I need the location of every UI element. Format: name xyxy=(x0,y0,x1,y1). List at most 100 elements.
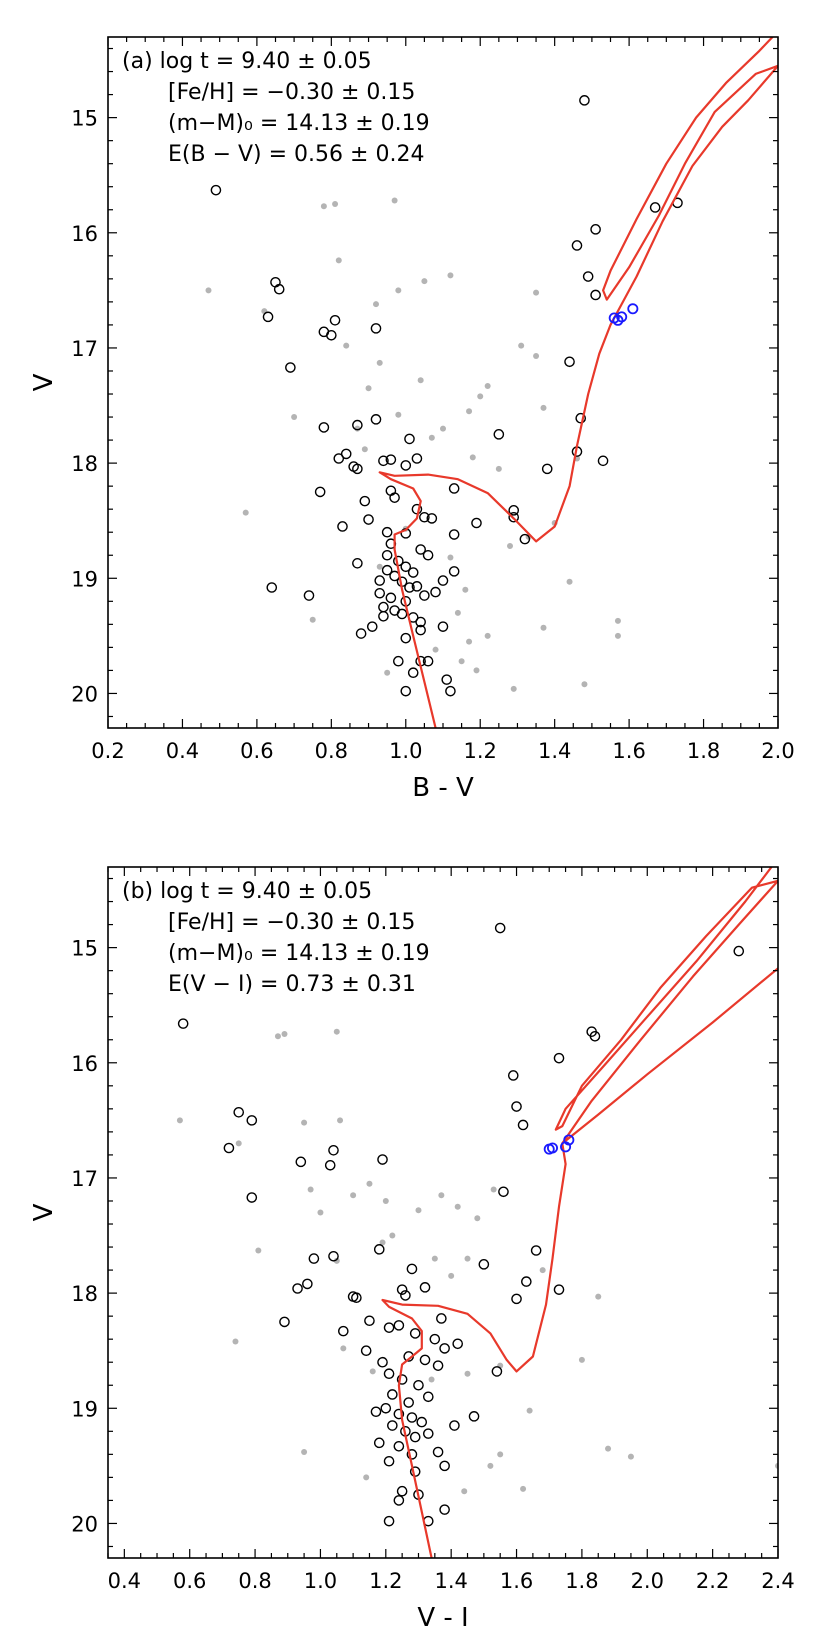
field-star-point xyxy=(484,382,491,389)
x-tick-label: 1.6 xyxy=(500,1569,533,1593)
y-tick-label: 18 xyxy=(71,1282,98,1306)
x-tick-label: 0.6 xyxy=(240,739,273,763)
parameter-annotation: E(V − I) = 0.73 ± 0.31 xyxy=(168,972,416,997)
field-star-point xyxy=(415,1207,422,1214)
member-star-point xyxy=(582,271,594,282)
red-clump-point xyxy=(546,1142,558,1154)
member-star-point xyxy=(439,1343,450,1354)
member-star-point xyxy=(553,1284,565,1295)
member-star-point xyxy=(415,624,426,636)
member-star-point xyxy=(579,95,590,106)
field-star-point xyxy=(614,617,621,624)
y-tick-label: 17 xyxy=(71,337,98,361)
member-star-point xyxy=(590,224,601,235)
member-star-point xyxy=(380,1402,392,1414)
field-star-point xyxy=(343,342,350,349)
field-star-point xyxy=(447,272,454,279)
field-star-point xyxy=(350,1192,357,1199)
field-star-point xyxy=(376,563,383,570)
red-clump-point xyxy=(563,1134,575,1146)
field-star-point xyxy=(510,685,517,692)
x-tick-label: 0.4 xyxy=(108,1569,141,1593)
member-star-point xyxy=(404,433,415,445)
member-star-point xyxy=(439,1504,450,1515)
member-star-point xyxy=(387,1420,398,1431)
plot-area xyxy=(205,37,778,728)
field-star-point xyxy=(466,408,473,415)
member-star-point xyxy=(396,608,408,620)
member-star-point xyxy=(553,1052,565,1064)
field-star-point xyxy=(395,287,402,294)
field-star-point xyxy=(363,1474,370,1481)
member-star-point xyxy=(273,283,285,295)
member-star-point xyxy=(437,575,449,586)
field-star-point xyxy=(369,1368,376,1375)
member-star-point xyxy=(494,922,506,934)
member-star-point xyxy=(432,1360,444,1371)
x-tick-label: 0.2 xyxy=(91,739,124,763)
field-star-point xyxy=(540,624,547,631)
member-star-point xyxy=(400,460,412,471)
x-tick-label: 0.6 xyxy=(173,1569,206,1593)
member-star-point xyxy=(328,1250,339,1262)
member-star-point xyxy=(326,329,337,341)
y-axis-label: V xyxy=(29,1203,59,1221)
field-star-point xyxy=(578,1356,585,1363)
field-star-point xyxy=(539,1267,546,1274)
member-star-point xyxy=(400,561,412,573)
field-star-point xyxy=(477,393,484,400)
member-star-point xyxy=(324,1159,336,1171)
member-star-point xyxy=(363,514,374,525)
member-star-point xyxy=(314,486,326,498)
field-star-point xyxy=(605,1445,612,1452)
member-star-point xyxy=(404,582,415,593)
member-star-point xyxy=(597,455,609,467)
x-tick-label: 1.6 xyxy=(612,739,645,763)
field-star-point xyxy=(384,669,391,676)
parameter-annotation: (m−M)₀ = 14.13 ± 0.19 xyxy=(168,941,430,966)
member-star-point xyxy=(373,1437,385,1449)
field-star-point xyxy=(281,1030,288,1037)
field-star-point xyxy=(340,1345,347,1352)
field-star-point xyxy=(458,658,465,665)
field-star-point xyxy=(389,1232,396,1239)
field-star-point xyxy=(526,1407,533,1414)
y-tick-label: 19 xyxy=(71,567,98,591)
member-star-point xyxy=(437,621,449,632)
member-star-point xyxy=(359,495,371,507)
field-star-point xyxy=(176,1117,183,1124)
member-star-point xyxy=(378,610,389,622)
field-star-point xyxy=(382,1197,389,1204)
field-star-point xyxy=(533,353,540,360)
field-star-point xyxy=(473,667,480,674)
x-tick-label: 1.2 xyxy=(464,739,497,763)
field-star-point xyxy=(461,1488,468,1495)
x-tick-label: 2.2 xyxy=(696,1569,729,1593)
member-star-point xyxy=(393,1440,405,1452)
member-star-point xyxy=(329,315,341,326)
member-star-point xyxy=(383,1368,395,1380)
member-star-point xyxy=(266,582,278,593)
member-star-point xyxy=(430,586,441,598)
member-star-point xyxy=(436,1313,447,1324)
member-star-point xyxy=(422,655,434,667)
member-star-point xyxy=(511,1101,522,1112)
member-star-point xyxy=(416,1416,428,1428)
member-star-point xyxy=(564,356,575,368)
field-star-point xyxy=(438,1192,445,1199)
member-star-point xyxy=(279,1316,290,1328)
member-star-point xyxy=(383,1322,395,1333)
x-tick-label: 2.0 xyxy=(761,739,794,763)
member-star-point xyxy=(338,1325,349,1337)
y-tick-label: 19 xyxy=(71,1397,98,1421)
member-star-point xyxy=(400,632,412,644)
plot-area xyxy=(176,867,778,1558)
member-star-point xyxy=(377,1154,388,1165)
field-star-point xyxy=(448,1272,455,1279)
member-star-point xyxy=(415,616,426,628)
x-tick-label: 2.4 xyxy=(761,1569,794,1593)
field-star-point xyxy=(317,1209,324,1216)
panel-b: 0.4 0.6 0.8 1.0 1.2 1.4 1.6 1.8 2.0 2.2 2.4 15 16 17 1… xyxy=(29,866,795,1633)
field-star-point xyxy=(464,1370,471,1377)
field-star-point xyxy=(518,342,525,349)
